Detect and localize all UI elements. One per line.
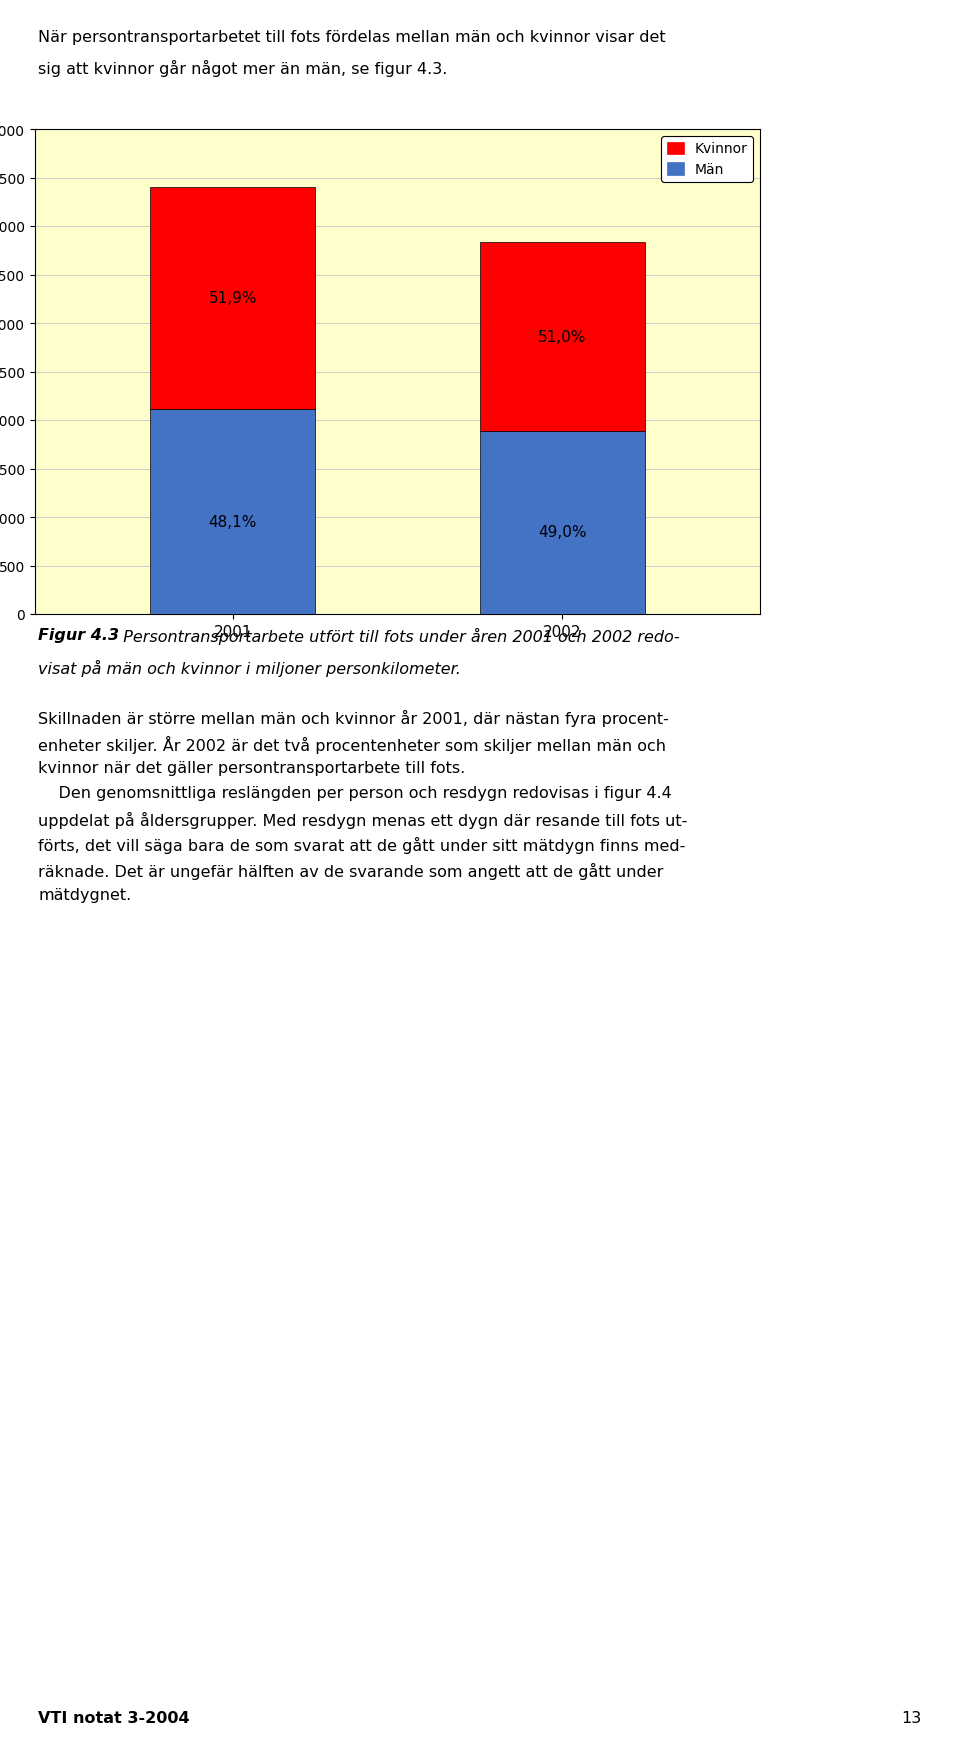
Text: uppdelat på åldersgrupper. Med resdygn menas ett dygn där resande till fots ut-: uppdelat på åldersgrupper. Med resdygn m…	[38, 812, 687, 829]
Text: sig att kvinnor går något mer än män, se figur 4.3.: sig att kvinnor går något mer än män, se…	[38, 60, 447, 77]
Text: Persontransportarbete utfört till fots under åren 2001 och 2002 redo-: Persontransportarbete utfört till fots u…	[113, 627, 680, 645]
Text: 13: 13	[901, 1710, 922, 1725]
Text: 49,0%: 49,0%	[538, 525, 587, 539]
Bar	[480, 432, 645, 615]
Text: visat på män och kvinnor i miljoner personkilometer.: visat på män och kvinnor i miljoner pers…	[38, 659, 461, 676]
Text: Skillnaden är större mellan män och kvinnor år 2001, där nästan fyra procent-: Skillnaden är större mellan män och kvin…	[38, 710, 669, 727]
Text: Figur 4.3: Figur 4.3	[38, 627, 120, 643]
Text: 51,0%: 51,0%	[539, 330, 587, 344]
Text: räknade. Det är ungefär hälften av de svarande som angett att de gått under: räknade. Det är ungefär hälften av de sv…	[38, 863, 663, 880]
Text: 48,1%: 48,1%	[208, 515, 257, 531]
Bar	[151, 409, 315, 615]
Legend: Kvinnor, Män: Kvinnor, Män	[661, 137, 753, 183]
Text: kvinnor när det gäller persontransportarbete till fots.: kvinnor när det gäller persontransportar…	[38, 761, 466, 775]
Text: enheter skiljer. År 2002 är det två procentenheter som skiljer mellan män och: enheter skiljer. År 2002 är det två proc…	[38, 734, 666, 754]
Text: När persontransportarbetet till fots fördelas mellan män och kvinnor visar det: När persontransportarbetet till fots för…	[38, 30, 666, 46]
Text: Den genomsnittliga reslängden per person och resdygn redovisas i figur 4.4: Den genomsnittliga reslängden per person…	[38, 785, 672, 801]
Bar	[480, 242, 645, 432]
Text: förts, det vill säga bara de som svarat att de gått under sitt mätdygn finns med: förts, det vill säga bara de som svarat …	[38, 836, 685, 854]
Text: mätdygnet.: mätdygnet.	[38, 887, 132, 903]
Text: VTI notat 3-2004: VTI notat 3-2004	[38, 1710, 190, 1725]
Text: 51,9%: 51,9%	[208, 292, 257, 306]
Bar	[151, 188, 315, 409]
